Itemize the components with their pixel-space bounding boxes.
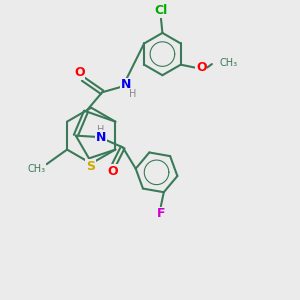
Text: H: H <box>129 89 137 99</box>
Text: N: N <box>121 78 131 92</box>
Text: H: H <box>97 125 104 135</box>
Text: Cl: Cl <box>154 4 168 17</box>
Text: F: F <box>157 207 165 220</box>
Text: CH₃: CH₃ <box>27 164 45 174</box>
Text: O: O <box>196 61 207 74</box>
Text: O: O <box>107 165 118 178</box>
Text: O: O <box>74 66 85 79</box>
Text: N: N <box>95 130 106 144</box>
Text: CH₃: CH₃ <box>219 58 237 68</box>
Text: S: S <box>86 160 95 173</box>
